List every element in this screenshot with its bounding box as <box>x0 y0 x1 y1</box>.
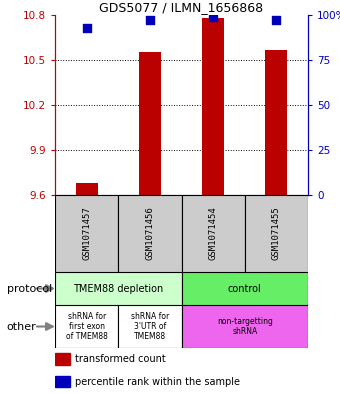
Text: TMEM88 depletion: TMEM88 depletion <box>73 283 164 294</box>
Text: protocol: protocol <box>7 283 52 294</box>
Point <box>210 14 216 20</box>
Bar <box>75 183 98 195</box>
Point <box>84 24 89 31</box>
Bar <box>55 376 70 387</box>
Text: percentile rank within the sample: percentile rank within the sample <box>75 377 240 387</box>
Bar <box>245 195 308 272</box>
Text: non-targetting
shRNA: non-targetting shRNA <box>217 317 273 336</box>
Bar <box>202 18 224 195</box>
Bar <box>182 272 308 305</box>
Text: GSM1071456: GSM1071456 <box>146 207 154 261</box>
Text: control: control <box>228 283 261 294</box>
Bar <box>182 195 245 272</box>
Point <box>274 17 279 24</box>
Bar <box>118 305 182 348</box>
Text: shRNA for
3'UTR of
TMEM88: shRNA for 3'UTR of TMEM88 <box>131 312 169 342</box>
Text: transformed count: transformed count <box>75 354 166 364</box>
Text: shRNA for
first exon
of TMEM88: shRNA for first exon of TMEM88 <box>66 312 107 342</box>
Text: GSM1071454: GSM1071454 <box>209 207 218 261</box>
Bar <box>265 50 287 195</box>
Bar <box>118 195 182 272</box>
Bar <box>139 53 161 195</box>
Bar <box>182 305 308 348</box>
Point <box>147 17 153 24</box>
Text: other: other <box>7 321 36 332</box>
Title: GDS5077 / ILMN_1656868: GDS5077 / ILMN_1656868 <box>99 1 264 14</box>
Bar <box>55 272 182 305</box>
Bar <box>55 195 118 272</box>
Text: GSM1071455: GSM1071455 <box>272 207 281 261</box>
Bar <box>55 305 118 348</box>
Bar <box>55 353 70 365</box>
Text: GSM1071457: GSM1071457 <box>82 207 91 261</box>
